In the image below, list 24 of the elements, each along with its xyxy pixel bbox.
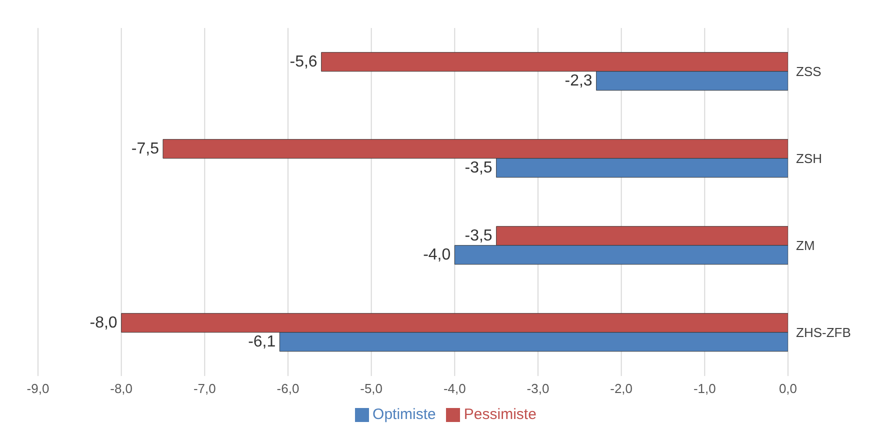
x-tick-label: -7,0 bbox=[193, 381, 216, 396]
x-tick-label: -2,0 bbox=[610, 381, 633, 396]
data-label: -3,5 bbox=[464, 159, 492, 176]
legend-label: Pessimiste bbox=[464, 406, 536, 423]
data-label: -6,1 bbox=[248, 333, 276, 350]
data-label: -5,6 bbox=[290, 53, 318, 70]
data-label: -3,5 bbox=[464, 227, 492, 244]
data-label: -2,3 bbox=[564, 72, 592, 90]
x-tick-label: -1,0 bbox=[693, 381, 716, 396]
data-label: -8,0 bbox=[90, 314, 118, 332]
x-tick-label: 0,0 bbox=[778, 381, 798, 396]
x-tick-label: -4,0 bbox=[443, 381, 466, 396]
x-tick-label: -3,0 bbox=[526, 381, 550, 396]
data-label: -7,5 bbox=[131, 140, 160, 158]
legend-label: Optimiste bbox=[372, 406, 436, 423]
x-tick-label: -5,0 bbox=[360, 381, 383, 396]
y-tick-label: ZSS bbox=[796, 64, 822, 80]
y-tick-label: ZSH bbox=[796, 151, 822, 166]
x-tick-label: -9,0 bbox=[26, 381, 50, 396]
data-label: -4,0 bbox=[423, 246, 451, 264]
x-tick-label: -6,0 bbox=[276, 381, 300, 396]
y-tick-label: ZHS-ZFB bbox=[796, 325, 851, 340]
y-tick-label: ZM bbox=[796, 238, 815, 254]
x-tick-label: -8,0 bbox=[110, 381, 133, 396]
